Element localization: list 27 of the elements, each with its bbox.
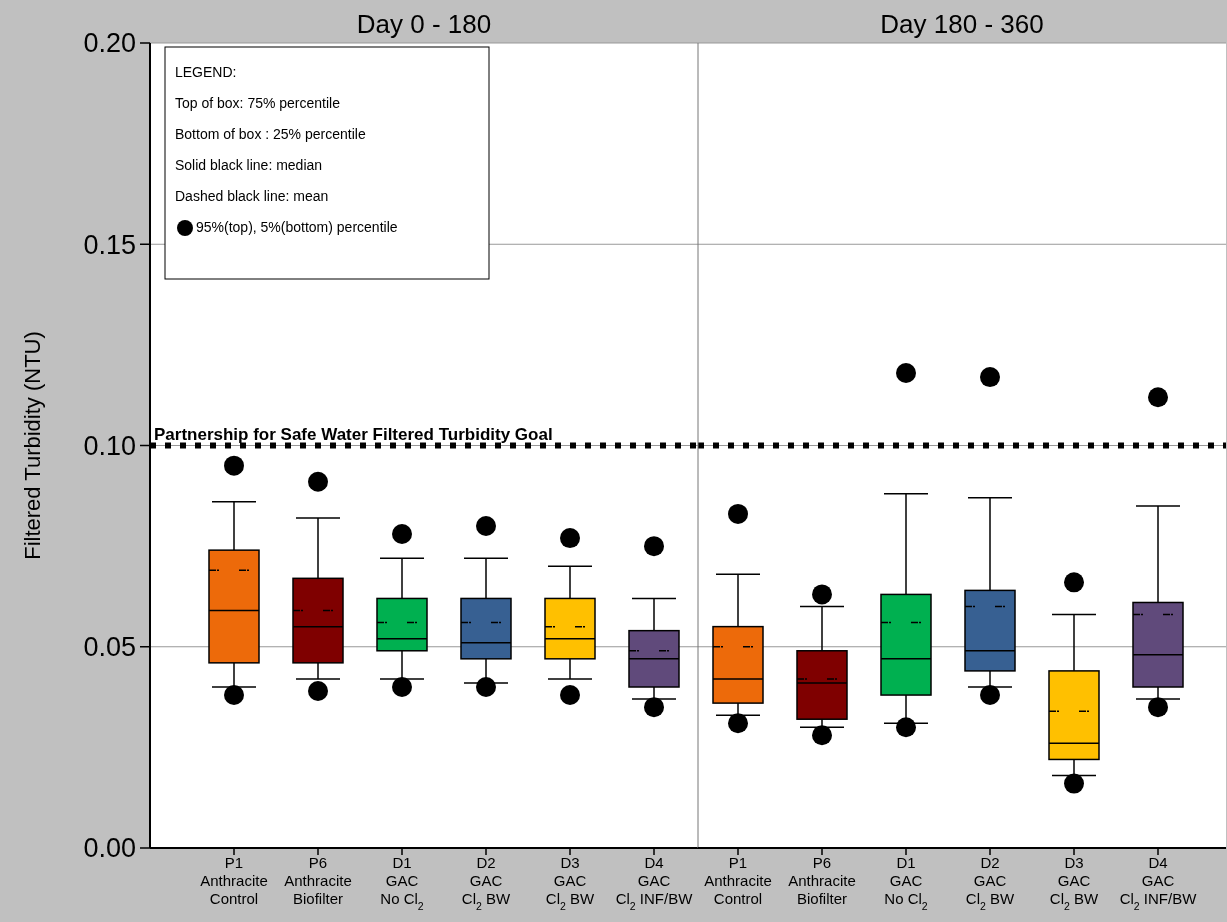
x-tick-label: D4 GAC Cl$_{2}$ INF/BW xyxy=(615,854,694,912)
annotation: Top of box: 75% percentile xyxy=(175,95,341,111)
x-tick-label: D2 GAC Cl$_{2}$ BW xyxy=(965,854,1016,912)
x-tick-label: P1 Anthracite Control xyxy=(704,854,772,907)
x-tick-label: D1 GAC No Cl$_{2}$ xyxy=(380,854,424,912)
y-tick-label: 0.20 xyxy=(83,28,136,59)
y-tick-label: 0.10 xyxy=(83,430,136,461)
x-tick-label: D3 GAC Cl$_{2}$ BW xyxy=(545,854,596,912)
annotation: Bottom of box : 25% percentile xyxy=(175,126,366,142)
x-tick-label: P6 Anthracite Biofilter xyxy=(284,854,352,907)
y-axis-title: Filtered Turbidity (NTU) xyxy=(20,331,45,560)
x-tick-label: P6 Anthracite Biofilter xyxy=(788,854,856,907)
x-tick-label: D3 GAC Cl$_{2}$ BW xyxy=(1049,854,1100,912)
ref-line-label: Partnership for Safe Water Filtered Turbidity Goal xyxy=(154,424,553,444)
x-tick-label: D2 GAC Cl$_{2}$ BW xyxy=(461,854,512,912)
y-tick-label: 0.05 xyxy=(83,632,136,663)
y-tick-label: 0.15 xyxy=(83,229,136,260)
annotation: Solid black line: median xyxy=(175,157,323,173)
annotation: Dashed black line: mean xyxy=(175,188,329,204)
annotation: 95%(top), 5%(bottom) percentile xyxy=(196,219,398,235)
chart-title: Day 0 - 180 xyxy=(356,9,492,39)
annotation: LEGEND: xyxy=(175,64,237,80)
chart-title: Day 180 - 360 xyxy=(880,9,1044,39)
x-tick-label: P1 Anthracite Control xyxy=(200,854,268,907)
x-tick-label: D4 GAC Cl$_{2}$ INF/BW xyxy=(1119,854,1198,912)
x-tick-label: D1 GAC No Cl$_{2}$ xyxy=(884,854,928,912)
y-tick-label: 0.00 xyxy=(83,833,136,864)
